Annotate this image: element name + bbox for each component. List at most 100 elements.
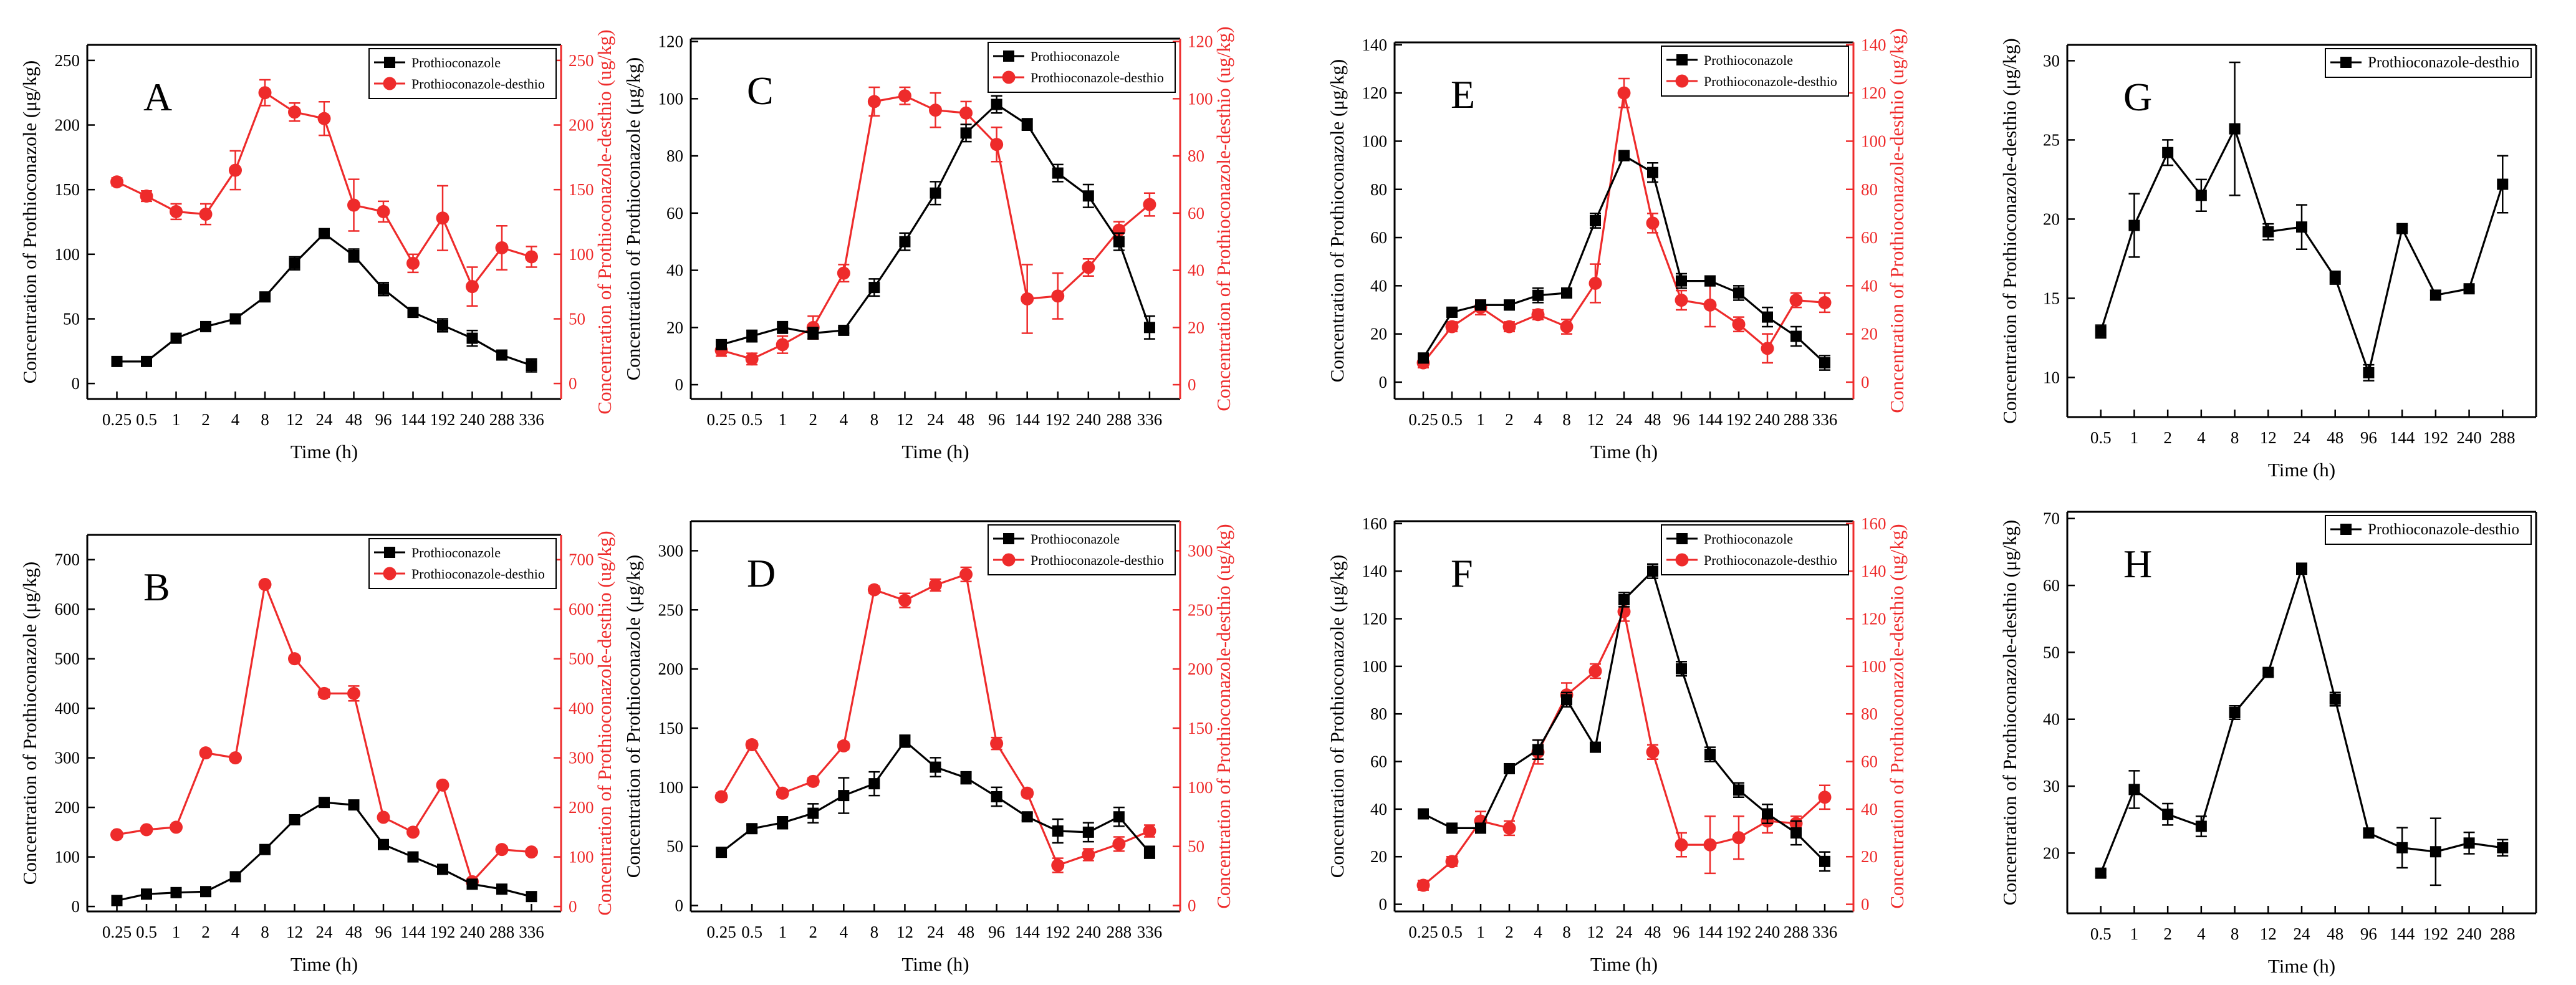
data-point xyxy=(2396,223,2408,234)
x-tick-label: 4 xyxy=(2197,925,2206,943)
x-tick-label: 96 xyxy=(988,923,1005,941)
x-tick-label: 192 xyxy=(2423,925,2449,943)
data-point xyxy=(1051,858,1065,872)
series-prothioconazole xyxy=(1418,150,1830,371)
data-point xyxy=(1418,352,1429,364)
x-tick-label: 96 xyxy=(1673,923,1690,941)
right-y-tick-label: 40 xyxy=(1861,800,1878,819)
data-point xyxy=(960,772,972,784)
data-point xyxy=(991,790,1002,802)
x-tick-label: 288 xyxy=(489,923,515,941)
legend-marker xyxy=(1003,533,1014,544)
data-point xyxy=(960,127,972,139)
series-prothioconazole-desthio xyxy=(2095,61,2509,382)
series-prothioconazole-desthio xyxy=(1416,77,1832,370)
left-y-tick-label: 70 xyxy=(2043,509,2060,528)
data-point xyxy=(1531,308,1545,322)
left-y-tick-label: 120 xyxy=(658,32,684,51)
x-tick-label: 12 xyxy=(896,410,913,429)
x-tick-label: 24 xyxy=(316,923,334,941)
x-tick-label: 1 xyxy=(172,410,181,429)
panel-f: 0.25 0.5 1 2 4 8 12 24 48 96 144 192 240 288 336020406… xyxy=(1326,514,1908,975)
data-point xyxy=(1790,330,1802,342)
x-tick-label: 336 xyxy=(1812,923,1838,941)
legend-box xyxy=(988,42,1176,93)
x-tick-label: 12 xyxy=(1587,923,1604,941)
x-tick-label: 24 xyxy=(2294,925,2311,943)
data-point xyxy=(1021,118,1033,130)
x-tick-label: 2 xyxy=(809,923,818,941)
data-point xyxy=(930,187,941,199)
panel-letter: B xyxy=(143,565,170,609)
legend-box xyxy=(988,524,1176,575)
panel-letter: H xyxy=(2123,542,2152,586)
x-tick-label: 8 xyxy=(2231,925,2239,943)
right-y-tick-label: 200 xyxy=(1188,660,1213,678)
right-y-tick-label: 100 xyxy=(1188,778,1213,797)
data-point xyxy=(1143,322,1155,334)
legend-label: Prothioconazole xyxy=(1031,49,1120,64)
x-tick-label: 240 xyxy=(459,923,485,941)
left-y-axis-title: Concentration of Prothioconazole (μg/kg) xyxy=(1326,555,1348,878)
series-prothioconazole-desthio xyxy=(1416,601,1832,892)
data-point xyxy=(407,307,419,319)
left-y-tick-label: 300 xyxy=(658,541,684,560)
data-point xyxy=(526,891,537,903)
x-tick-label: 144 xyxy=(400,923,426,941)
series-line xyxy=(2100,126,2504,377)
series-prothioconazole xyxy=(111,228,537,373)
right-y-tick-label: 0 xyxy=(1861,373,1870,392)
data-point xyxy=(436,211,449,225)
data-point xyxy=(1762,311,1773,323)
data-point xyxy=(714,790,728,804)
legend: Prothioconazole Prothioconazole-desthio xyxy=(1661,46,1849,97)
data-point xyxy=(141,355,152,367)
data-point xyxy=(990,138,1004,151)
x-tick-label: 0.25 xyxy=(706,923,736,941)
left-y-axis-title: Concentration of Prothioconazole-desthio… xyxy=(1999,520,2021,905)
data-point xyxy=(1618,150,1630,161)
x-tick-label: 96 xyxy=(2360,925,2377,943)
x-tick-label: 1 xyxy=(1476,923,1485,941)
left-y-tick-label: 50 xyxy=(666,837,683,856)
right-y-tick-label: 140 xyxy=(1861,562,1886,580)
right-y-tick-label: 60 xyxy=(1188,204,1204,223)
x-tick-label: 48 xyxy=(345,923,362,941)
right-y-tick-label: 250 xyxy=(1188,600,1213,619)
x-tick-label: 1 xyxy=(778,923,787,941)
data-point xyxy=(1052,825,1064,837)
right-y-tick-label: 160 xyxy=(1861,514,1886,533)
left-y-tick-label: 40 xyxy=(1370,276,1387,295)
right-y-tick-label: 0 xyxy=(1188,896,1196,915)
data-point xyxy=(525,250,538,264)
data-point xyxy=(526,360,537,372)
right-y-axis-title: Concentration of Prothioconazole-desthio… xyxy=(594,29,615,414)
right-y-tick-label: 0 xyxy=(569,374,577,393)
x-tick-label: 2 xyxy=(1505,410,1514,429)
x-tick-label: 4 xyxy=(2197,428,2206,447)
data-point xyxy=(1561,287,1572,299)
left-y-tick-label: 80 xyxy=(1370,180,1387,199)
data-point xyxy=(2128,784,2140,795)
data-point xyxy=(868,778,880,790)
data-point xyxy=(348,249,360,261)
data-point xyxy=(868,282,880,294)
series-line xyxy=(721,103,1151,346)
data-point xyxy=(436,778,449,792)
data-point xyxy=(2262,226,2274,238)
right-y-tick-label: 120 xyxy=(1861,84,1886,102)
x-tick-label: 12 xyxy=(2260,925,2277,943)
data-point xyxy=(1761,342,1774,355)
data-point xyxy=(2162,147,2174,158)
panel-letter: G xyxy=(2123,75,2152,119)
data-point xyxy=(2296,221,2307,233)
left-y-tick-label: 150 xyxy=(658,719,684,738)
data-point xyxy=(1733,784,1744,796)
left-y-tick-label: 140 xyxy=(1362,562,1388,580)
x-tick-label: 1 xyxy=(1476,410,1485,429)
data-point xyxy=(1052,167,1064,179)
data-point xyxy=(930,761,941,773)
series-line xyxy=(2100,565,2503,874)
data-point xyxy=(2095,325,2107,337)
data-point xyxy=(1112,837,1126,851)
